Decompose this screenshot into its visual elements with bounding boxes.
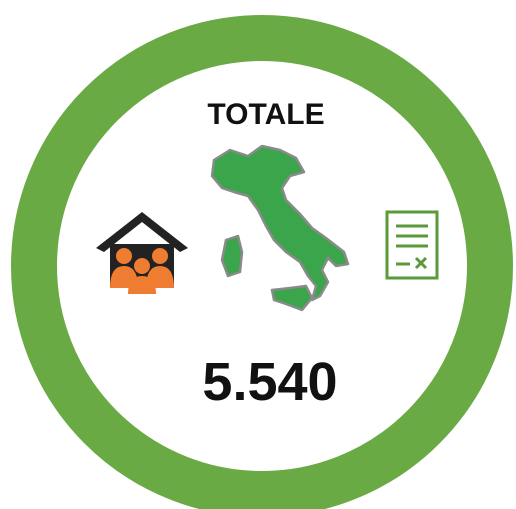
title: TOTALE bbox=[207, 98, 324, 131]
total-value: 5.540 bbox=[202, 352, 337, 412]
document-icon bbox=[385, 210, 439, 280]
house-icon bbox=[96, 212, 188, 294]
italy-map bbox=[210, 144, 350, 312]
ring bbox=[11, 15, 513, 509]
